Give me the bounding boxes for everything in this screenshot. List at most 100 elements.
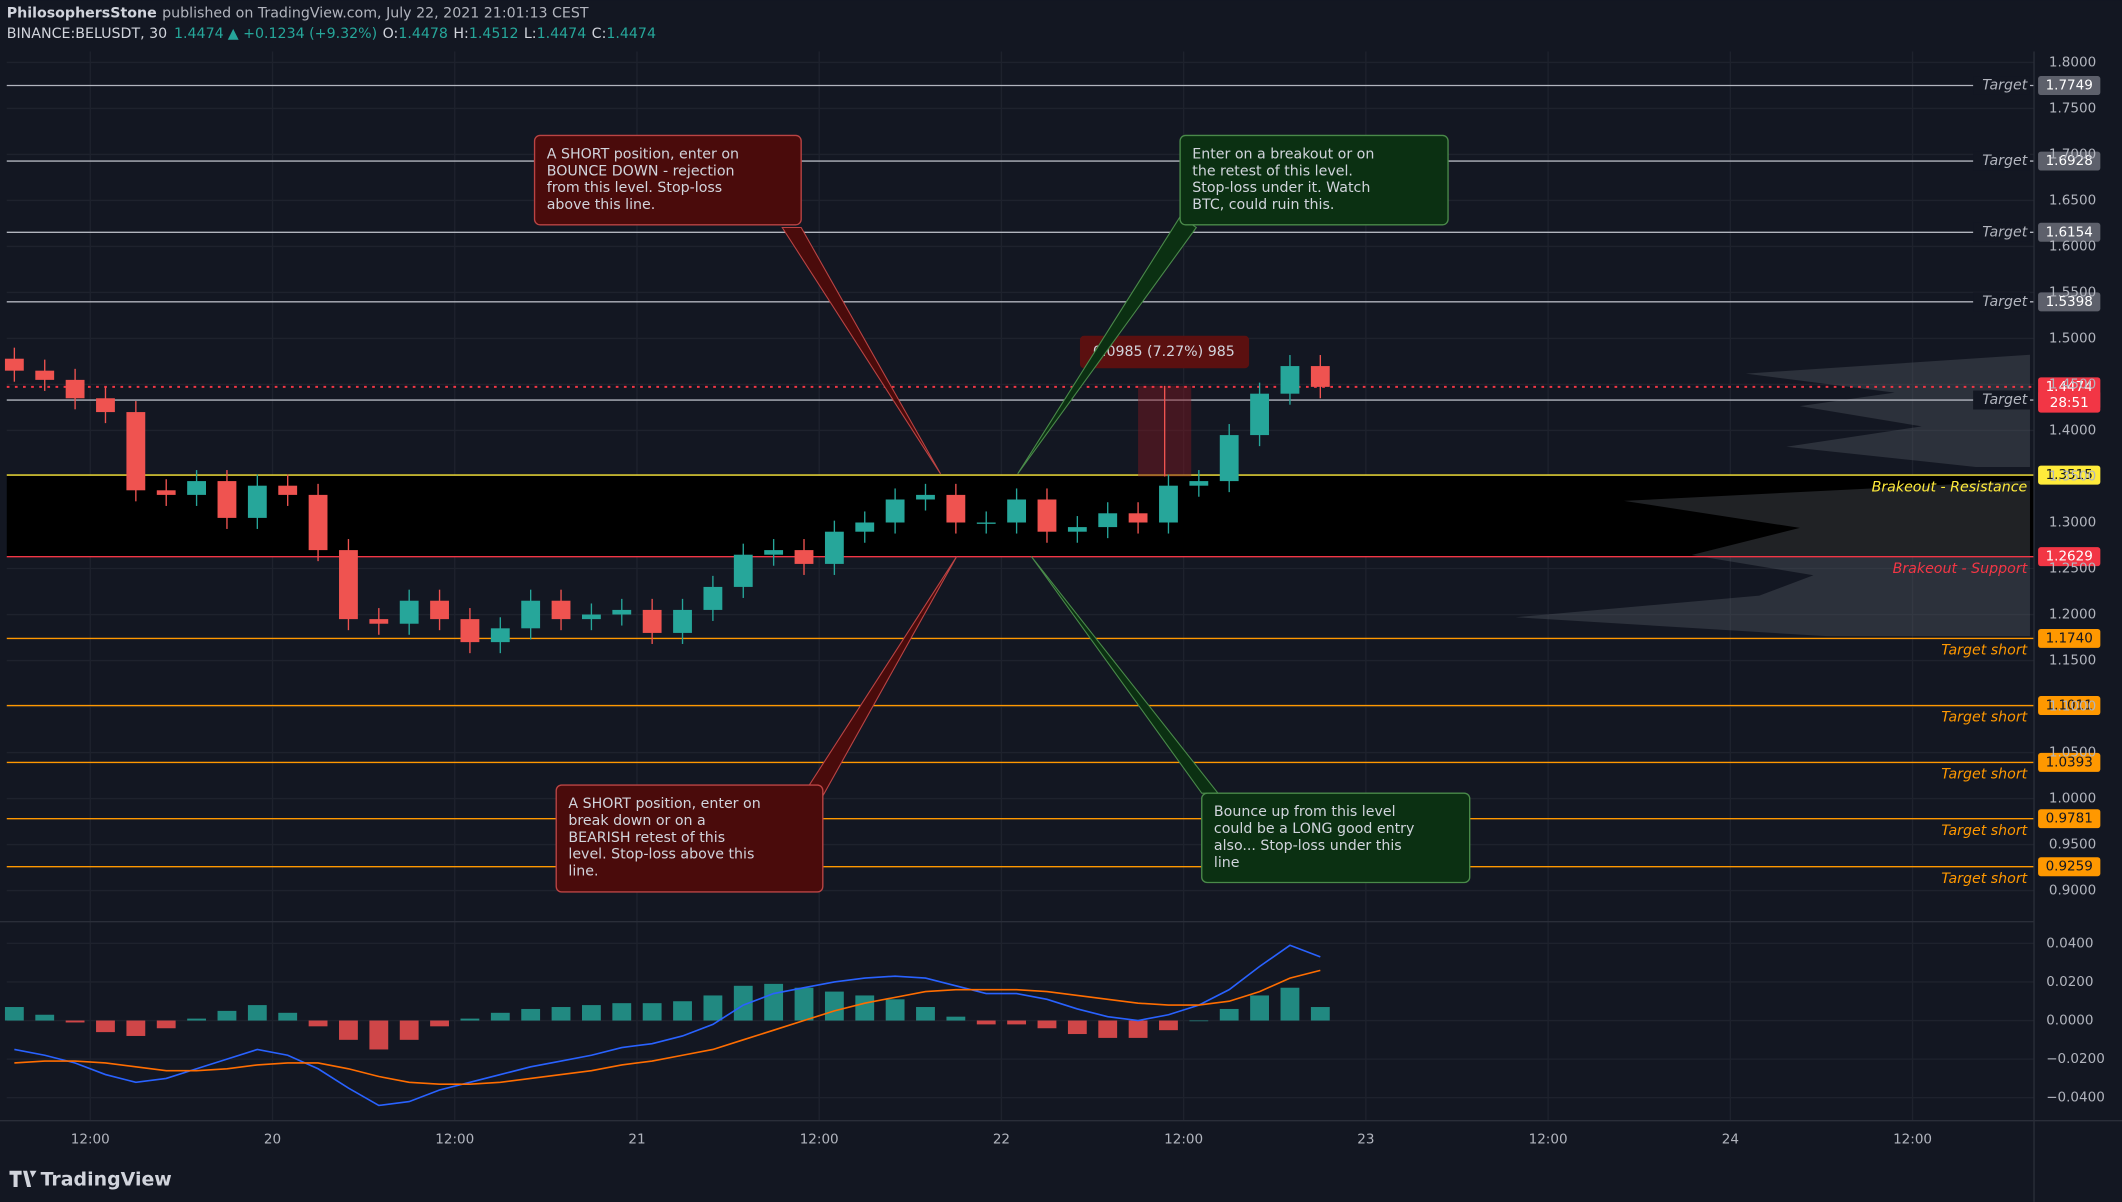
plot: Target 1.7749 Target 1.6928 Target 1.6154 Targ… [4, 76, 2101, 1107]
callout-line: Bounce up from this level [1214, 804, 1396, 820]
candle-body [1067, 527, 1087, 532]
macd-histogram-bar [824, 991, 844, 1021]
y-tick-label: 1.7000 [2049, 146, 2096, 162]
candle-body [1128, 513, 1148, 523]
macd-histogram-bar [946, 1016, 966, 1021]
y-tick-label: 1.2000 [2049, 607, 2096, 623]
macd-histogram-bar [733, 985, 753, 1021]
candle-body [217, 481, 237, 518]
candle-body [703, 586, 723, 610]
macd-histogram-bar [247, 1005, 267, 1021]
callout-line: the retest of this level. [1192, 163, 1353, 179]
candle-body [885, 499, 905, 523]
y-tick-label: 1.1000 [2049, 699, 2096, 715]
macd-histogram-bar [976, 1020, 996, 1025]
y-tick-label: 1.0500 [2049, 745, 2096, 761]
level-label: Target [1982, 78, 2027, 94]
candle-body [764, 550, 784, 555]
volume-profile-upper [1745, 354, 2030, 468]
x-tick-label: 12:00 [800, 1132, 839, 1148]
candle-body [399, 600, 419, 624]
candle-body [1037, 499, 1057, 532]
macd-histogram-bar [551, 1007, 571, 1021]
y-tick-label: 1.0000 [2049, 791, 2096, 807]
y-tick-label: 1.5000 [2049, 330, 2096, 346]
callout-line: BTC, could ruin this. [1192, 197, 1334, 213]
candle-body [794, 550, 814, 564]
candle-body [460, 619, 480, 643]
candle-body [946, 494, 966, 523]
level-label: Target short [1941, 871, 2027, 887]
level-price-label: 1.0393 [2046, 754, 2093, 770]
candle-body [642, 609, 662, 633]
level-price-label: 1.1011 [2046, 698, 2093, 714]
x-tick-label: 12:00 [435, 1132, 474, 1148]
candle-body [339, 550, 358, 620]
candle-body [187, 481, 207, 495]
y-tick-label: 1.6000 [2049, 238, 2096, 254]
level-price-box [2038, 696, 2101, 715]
logo: TradingView [9, 1169, 172, 1191]
callout-line: could be a LONG good entry [1214, 821, 1414, 837]
header-line-1: PhilosophersStone published on TradingVie… [7, 6, 589, 22]
level-price-label: 0.9259 [2046, 859, 2093, 875]
y-tick-label: 0.9500 [2049, 837, 2096, 853]
level-price-box [2038, 547, 2101, 567]
macd-histogram-bar [339, 1020, 358, 1040]
callout-line: BOUNCE DOWN - rejection [547, 163, 735, 179]
candle-body [490, 628, 510, 643]
callout-line: also... Stop-loss under this [1214, 838, 1402, 854]
macd-histogram-bar [673, 1001, 692, 1021]
h-label: H: [453, 26, 468, 42]
macd-tick-label: 0.0000 [2046, 1013, 2093, 1029]
candle-body [35, 370, 55, 380]
level-price-box [2038, 292, 2101, 312]
l: 1.4474 [537, 26, 587, 42]
level-label: Target [1982, 153, 2027, 169]
level-price-box [2038, 222, 2101, 242]
brand: TradingView [41, 1169, 172, 1191]
macd-histogram-bar [308, 1020, 328, 1027]
macd-tick-label: 0.0200 [2046, 974, 2093, 990]
level-label-bg [1973, 292, 2030, 312]
callout-text: Bounce up from this level could be a LONG… [1214, 804, 1414, 871]
y-tick-label: 0.9000 [2049, 883, 2096, 899]
last-price-label: 1.4474 [2046, 379, 2093, 395]
level-price-box [2038, 76, 2101, 95]
macd-histogram-bar [581, 1005, 601, 1021]
callout-line: from this level. Stop-loss [547, 180, 722, 196]
callout-line: line. [568, 864, 598, 880]
level-label-bg [1973, 151, 2030, 171]
candle-body [733, 554, 753, 587]
y-tick-label: 1.7500 [2049, 100, 2096, 116]
x-tick-label: 12:00 [1164, 1132, 1203, 1148]
callout-text: A SHORT position, enter on break down or … [568, 796, 760, 880]
callout-box [555, 784, 824, 893]
callout-line: line [1214, 855, 1240, 871]
last: 1.4474 [174, 26, 224, 42]
macd-histogram-bar [65, 1020, 85, 1023]
level-price-label: 1.6154 [2046, 224, 2093, 240]
macd-histogram-bar [156, 1020, 176, 1029]
level-price-label: 0.9781 [2046, 811, 2093, 827]
macd-histogram-bar [4, 1007, 24, 1021]
published: published on TradingView.com, July 22, 2… [162, 6, 589, 22]
level-label: Target [1982, 224, 2027, 240]
candle-body [247, 485, 267, 518]
callout-line: A SHORT position, enter on [547, 146, 739, 162]
macd-histogram-bar [187, 1018, 207, 1021]
macd-histogram-bar [1007, 1020, 1027, 1025]
macd-histogram-bar [764, 983, 784, 1021]
level-price-label: 1.7749 [2046, 78, 2093, 94]
level-price-label: 1.1740 [2046, 630, 2093, 646]
callout-box [1179, 134, 1449, 226]
countdown: 28:51 [2050, 395, 2089, 411]
level-price-label: 1.5398 [2046, 294, 2093, 310]
y-tick-label: 1.6500 [2049, 192, 2096, 208]
callout-text: Enter on a breakout or on the retest of t… [1192, 146, 1374, 213]
candle-body [308, 494, 328, 551]
macd-histogram-bar [430, 1020, 449, 1027]
x-tick-label: 21 [628, 1132, 645, 1148]
callout-line: level. Stop-loss above this [568, 847, 754, 863]
candle-body [126, 412, 146, 491]
